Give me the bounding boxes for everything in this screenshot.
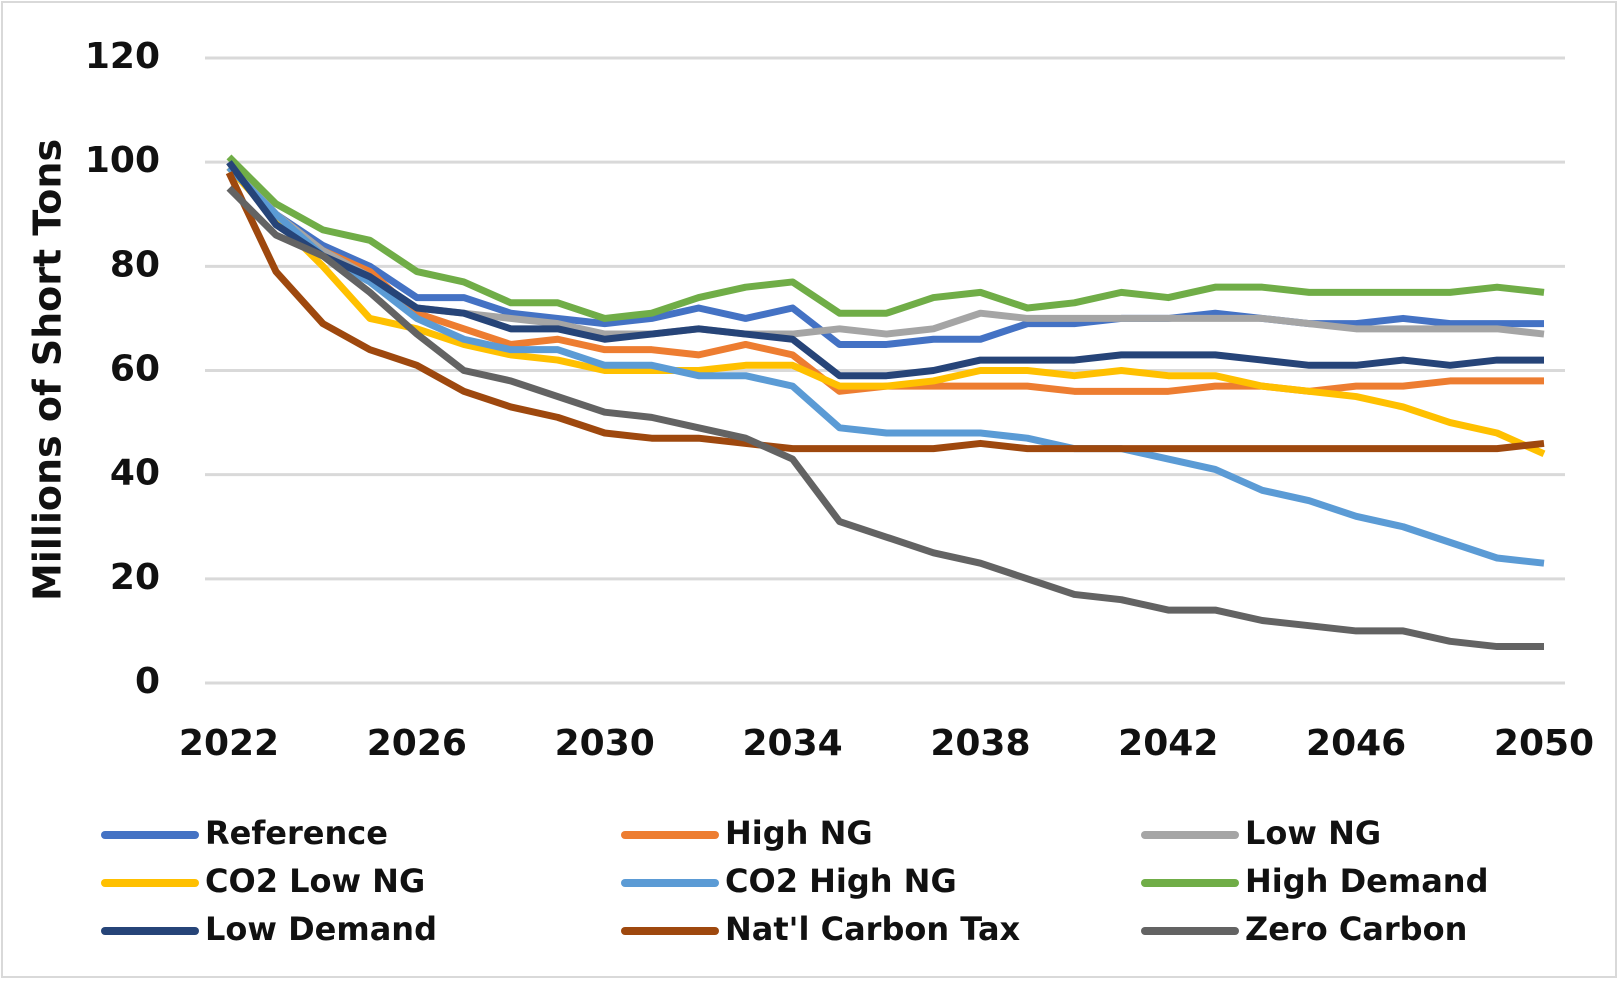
y-axis-label: Millions of Short Tons bbox=[26, 139, 70, 601]
legend-label: Low Demand bbox=[205, 910, 437, 948]
legend-label: CO2 High NG bbox=[725, 862, 957, 900]
legend-label: CO2 Low NG bbox=[205, 862, 425, 900]
legend-label: High Demand bbox=[1245, 862, 1488, 900]
x-tick-label: 2042 bbox=[1118, 723, 1218, 764]
x-tick-label: 2050 bbox=[1494, 723, 1594, 764]
series-line bbox=[226, 164, 1545, 567]
x-tick-label: 2046 bbox=[1306, 723, 1406, 764]
legend-label: Reference bbox=[205, 814, 388, 852]
series-line bbox=[226, 160, 1544, 380]
x-tick-label: 2034 bbox=[742, 723, 842, 764]
x-tick-label: 2026 bbox=[367, 723, 467, 764]
series-line bbox=[226, 154, 1545, 322]
x-tick-label: 2022 bbox=[179, 723, 279, 764]
legend-label: Low NG bbox=[1245, 814, 1381, 852]
series-line bbox=[225, 171, 1545, 453]
y-tick-label: 0 bbox=[135, 661, 160, 702]
y-tick-label: 80 bbox=[110, 244, 160, 285]
legend-label: Nat'l Carbon Tax bbox=[725, 910, 1021, 948]
y-tick-label: 40 bbox=[110, 453, 160, 494]
y-tick-label: 120 bbox=[85, 36, 160, 77]
series-line bbox=[226, 185, 1544, 651]
x-tick-label: 2038 bbox=[930, 723, 1030, 764]
x-tick-label: 2030 bbox=[555, 723, 655, 764]
y-tick-label: 100 bbox=[85, 140, 160, 181]
legend-label: Zero Carbon bbox=[1245, 910, 1467, 948]
y-tick-label: 20 bbox=[110, 557, 160, 598]
y-tick-label: 60 bbox=[110, 349, 160, 390]
series-line bbox=[226, 165, 1546, 458]
legend-label: High NG bbox=[725, 814, 873, 852]
